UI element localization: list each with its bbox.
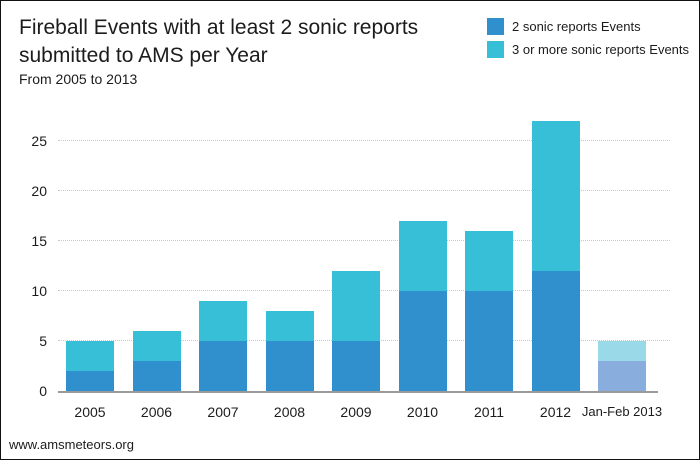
bar-segment-series-1: [398, 291, 447, 391]
bar-segment-series-1: [265, 341, 314, 391]
x-tick-label-2010: 2010: [406, 404, 439, 420]
page-title: Fireball Events with at least 2 sonic re…: [19, 14, 418, 70]
y-tick-label-5: 5: [39, 333, 47, 349]
gridline-y-15: [58, 240, 670, 241]
bar-segment-series-2: [398, 221, 447, 291]
bar-segment-series-1: [531, 271, 580, 391]
bar-segment-series-1: [598, 361, 646, 391]
x-tick-label-jan-feb-2013: Jan-Feb 2013: [581, 404, 663, 419]
title-line-2: submitted to AMS per Year: [19, 44, 268, 67]
bar-jan-feb-2013: [598, 341, 646, 391]
legend-swatch-icon: [487, 41, 504, 58]
x-tick-label-2008: 2008: [273, 404, 306, 420]
title-line-1: Fireball Events with at least 2 sonic re…: [19, 16, 419, 39]
legend-label: 2 sonic reports Events: [512, 19, 641, 34]
legend-item-1: 2 sonic reports Events: [487, 18, 689, 35]
bar-segment-series-2: [265, 311, 314, 341]
bar-2007: [199, 301, 247, 391]
bar-segment-series-1: [332, 341, 380, 391]
y-tick-label-20: 20: [31, 183, 47, 199]
bar-segment-series-1: [66, 371, 114, 391]
y-tick-label-10: 10: [31, 283, 47, 299]
x-axis-line: [58, 391, 658, 393]
legend: 2 sonic reports Events 3 or more sonic re…: [487, 18, 689, 64]
gridline-y-25: [58, 140, 670, 141]
x-tick-label-2012: 2012: [539, 404, 572, 420]
bar-segment-series-2: [332, 271, 380, 341]
bar-2008: [265, 311, 314, 391]
bar-2009: [332, 271, 380, 391]
bar-2012: [531, 121, 580, 391]
plot-area: 0 5 10 15 20 25 2005 2006 2007 2008 2009 2010 2011 20…: [31, 111, 670, 420]
y-tick-label-25: 25: [31, 133, 47, 149]
chart-subtitle: From 2005 to 2013: [19, 71, 138, 87]
bar-2010: [398, 221, 447, 391]
bar-segment-series-2: [465, 231, 513, 291]
x-tick-label-2005: 2005: [74, 404, 106, 420]
bar-2005: [66, 341, 114, 391]
bar-segment-series-2: [199, 301, 247, 341]
legend-swatch-icon: [487, 18, 504, 35]
x-tick-label-2011: 2011: [473, 404, 505, 420]
bar-segment-series-2: [598, 341, 646, 361]
bar-segment-series-1: [199, 341, 247, 391]
x-tick-label-2006: 2006: [140, 404, 173, 420]
legend-label: 3 or more sonic reports Events: [512, 42, 690, 57]
bar-segment-series-2: [531, 121, 580, 271]
x-tick-label-2007: 2007: [207, 404, 239, 420]
bar-2011: [465, 231, 513, 391]
footer-url: www.amsmeteors.org: [9, 437, 134, 452]
gridline-y-20: [58, 190, 670, 191]
y-tick-label-15: 15: [31, 233, 47, 249]
legend-item-2: 3 or more sonic reports Events: [487, 41, 689, 58]
bar-2006: [132, 331, 181, 391]
bar-segment-series-1: [132, 361, 181, 391]
bar-segment-series-1: [465, 291, 513, 391]
y-tick-label-0: 0: [39, 383, 47, 399]
bar-segment-series-2: [66, 341, 114, 371]
x-tick-label-2009: 2009: [340, 404, 372, 420]
bar-segment-series-2: [132, 331, 181, 361]
